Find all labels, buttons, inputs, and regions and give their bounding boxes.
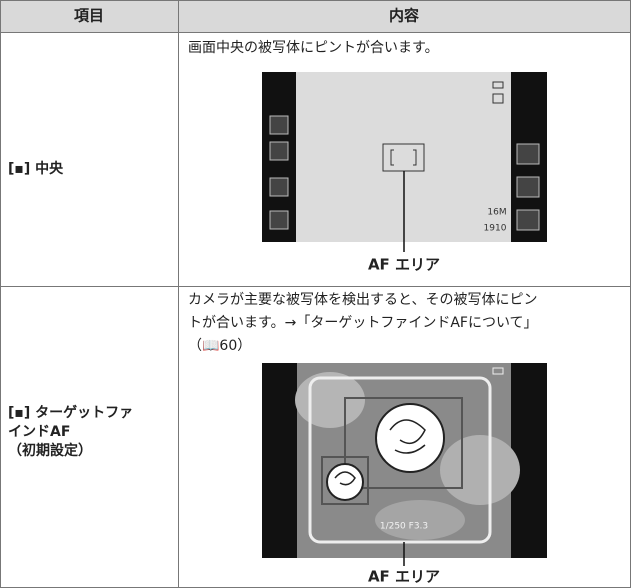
row-label: インドAF — [8, 424, 70, 440]
header-cell: 項目 — [74, 7, 104, 25]
header-background — [0, 0, 631, 32]
screen-text: 1910 — [484, 224, 507, 234]
camera-screen — [262, 363, 547, 566]
camera-screen — [262, 72, 547, 252]
screen-text: 1/250 F3.3 — [380, 522, 428, 532]
row-label: [▪] 中央 — [8, 160, 64, 177]
figure-caption: AF エリア — [368, 256, 440, 274]
row-label: [▪] ターゲットファ — [8, 404, 133, 421]
header-cell: 内容 — [389, 7, 419, 25]
figure-caption: AF エリア — [368, 568, 440, 586]
row-label: （初期設定） — [8, 442, 92, 459]
screen-text: 16M — [487, 208, 506, 218]
row-description: トが合います。→「ターゲットファインドAFについて」 — [188, 315, 538, 331]
row-description: 画面中央の被写体にピントが合います。 — [188, 40, 439, 56]
row-description: （📖60） — [188, 338, 251, 354]
row-description: カメラが主要な被写体を検出すると、その被写体にピン — [188, 292, 537, 308]
